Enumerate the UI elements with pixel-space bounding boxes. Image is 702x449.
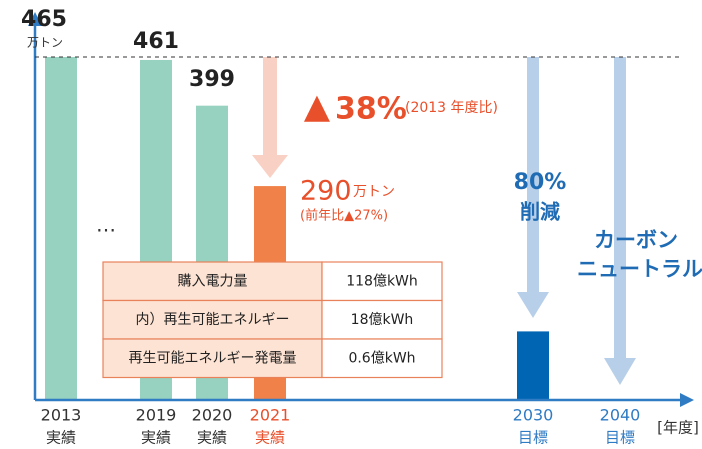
arrows [252,57,636,385]
reduction-mark: ▲ [304,87,331,127]
table-cell [102,299,323,340]
x-tick-note: 実績 [46,429,76,447]
table-text: 118億kWh [346,273,418,289]
x-tick-note: 実績 [197,429,227,447]
x-axis-arrow [680,393,694,407]
bar [517,331,549,400]
y-unit: 万トン [27,36,63,50]
table-text: 18億kWh [351,312,414,328]
data-label: 290 [300,176,352,207]
unit-label: 万トン [353,184,395,200]
target-value: 80% [514,170,567,195]
target-text: 削減 [520,200,560,224]
y-tick-label: 465 [21,7,67,32]
x-tick-label: 2013 [41,406,82,425]
data-label: 399 [189,67,235,92]
neutral-label: ニュートラル [577,257,702,281]
reduction-note: (2013 年度比) [405,100,498,116]
x-tick-label: 2021 [250,406,291,425]
table-text: 購入電力量 [178,273,248,289]
table-cell [321,261,443,302]
neutral-label: カーボン [594,228,678,252]
x-tick-note: 目標 [605,429,635,447]
x-tick-label: 2020 [192,406,233,425]
x-tick-label: 2030 [513,406,554,425]
x-tick-label: 2019 [136,406,177,425]
table-text: 再生可能エネルギー発電量 [129,350,297,366]
x-tick-note: 実績 [141,429,171,447]
x-tick-note: 実績 [255,429,285,447]
table-cell [321,338,443,379]
table-cell [321,299,443,340]
x-tick-label: 2040 [600,406,641,425]
reduction-value: 38% [335,92,407,127]
y-axis-arrow [28,12,42,26]
arrow-head [517,292,549,318]
data-label: 461 [133,29,179,54]
bar [45,57,77,400]
arrow-head [604,358,636,385]
yoy-note: (前年比▲27%) [300,208,388,224]
x-unit: [年度] [657,419,699,437]
arrow-head [252,155,288,178]
ellipsis: … [96,213,116,237]
table-cell [102,261,323,302]
x-tick-note: 目標 [518,429,548,447]
table-text: 0.6億kWh [348,350,415,366]
arrow-shaft [527,57,539,292]
table-text: 内）再生可能エネルギー [136,312,290,328]
arrow-shaft [614,57,626,359]
arrow-shaft [263,57,277,155]
